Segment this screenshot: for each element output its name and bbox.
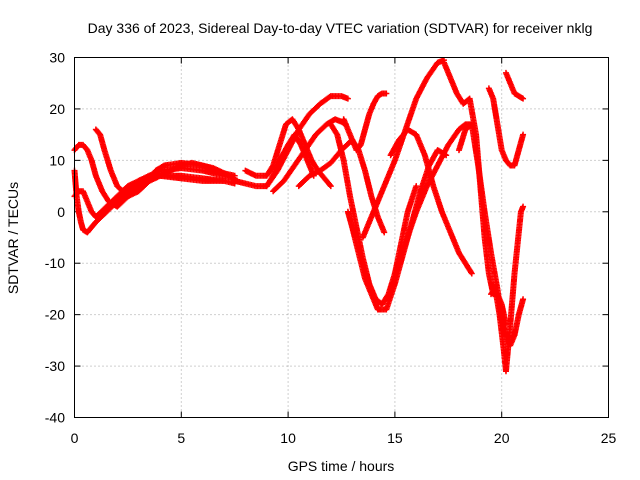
data-point [326,181,333,188]
data-point [327,183,334,190]
y-tick-label: 0 [57,204,65,220]
data-point [413,183,420,190]
data-point [231,172,238,179]
series-arc-09 [270,116,349,195]
plot-frame [74,57,609,418]
x-tick-label: 10 [280,430,296,446]
x-tick-label: 25 [601,430,617,446]
series-arc-08 [263,93,351,190]
y-axis-label: SDTVAR / TECUs [5,182,21,294]
y-tick-label: 30 [49,50,65,66]
x-tick-label: 0 [71,430,79,446]
series-arc-04 [92,126,238,200]
y-tick-label: 10 [49,152,65,168]
y-tick-label: -30 [45,358,65,374]
x-tick-label: 15 [387,430,403,446]
tick-layer: 0 5 10 15 20 25 -40 -30 -20 -10 0 10 20 30 [45,50,617,447]
x-axis-label: GPS time / hours [288,458,395,474]
chart-title: Day 336 of 2023, Sidereal Day-to-day VTE… [88,20,593,36]
y-tick-label: -40 [45,410,65,426]
data-marks [71,57,527,375]
grid-layer [74,57,609,418]
series-arc-19 [488,203,527,375]
series-arc-21 [502,69,527,102]
y-tick-label: -10 [45,255,65,271]
y-tick-label: -20 [45,307,65,323]
x-tick-label: 20 [494,430,510,446]
y-tick-label: 20 [49,101,65,117]
series-arc-07 [242,116,334,190]
data-point [344,95,351,102]
data-point [221,177,228,184]
x-tick-label: 5 [177,430,185,446]
series-arc-14 [359,57,448,241]
data-point [381,229,388,236]
series-arc-05 [114,159,238,205]
